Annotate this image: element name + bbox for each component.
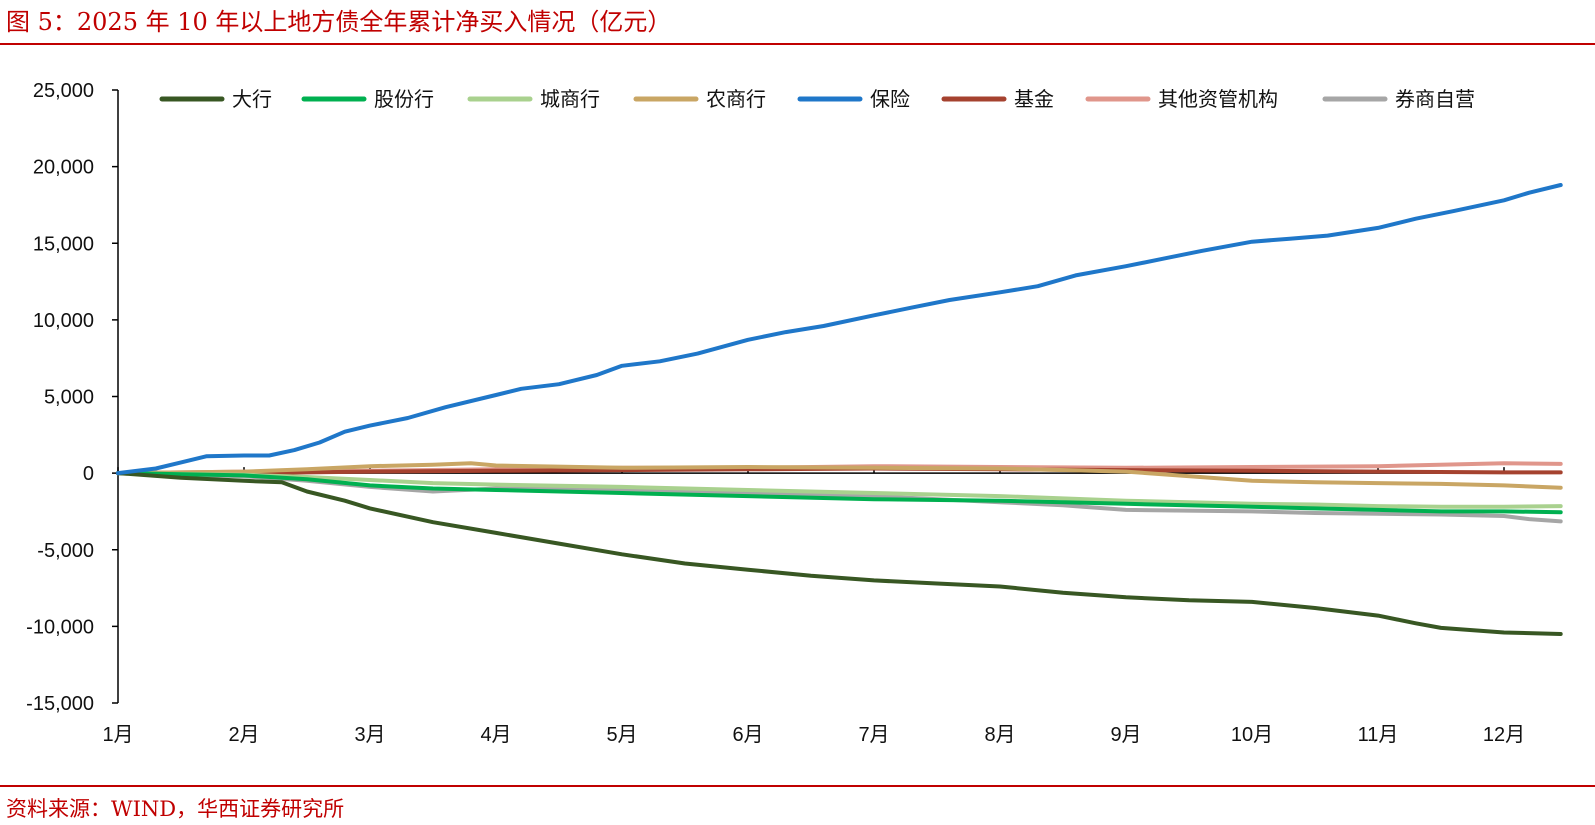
series-layer	[116, 183, 1563, 636]
series-line	[116, 183, 1563, 476]
series-line	[116, 471, 1563, 509]
legend-label: 农商行	[706, 87, 766, 111]
chart-axes: 25,000 20,000 15,000 10,000 5,000 0 -5,000 -10,…	[26, 80, 1540, 746]
x-tick-label: 10月	[1231, 724, 1273, 746]
line-chart: 25,000 20,000 15,000 10,000 5,000 0 -5,000 -10,…	[26, 80, 1563, 746]
series-line	[116, 461, 1563, 490]
x-tick-label: 3月	[354, 724, 385, 746]
x-tick-label: 1月	[102, 724, 133, 746]
x-tick-label: 5月	[606, 724, 637, 746]
legend-label: 股份行	[374, 87, 434, 111]
footer-divider	[0, 785, 1595, 787]
y-tick-label: 20,000	[33, 157, 94, 179]
title-divider	[0, 43, 1595, 45]
y-tick-label: -15,000	[26, 693, 94, 715]
chart-legend: 大行 股份行 城商行 农商行 保险 基金 其他资管机构 券商自营	[159, 87, 1475, 111]
y-tick-label: 25,000	[33, 80, 94, 102]
x-tick-label: 8月	[984, 724, 1015, 746]
series-line	[116, 471, 1563, 636]
y-tick-label: 10,000	[33, 310, 94, 332]
x-tick-label: 4月	[480, 724, 511, 746]
chart-title: 图 5：2025 年 10 年以上地方债全年累计净买入情况（亿元）	[6, 8, 672, 36]
x-tick-label: 11月	[1358, 724, 1399, 746]
x-tick-label: 6月	[732, 724, 763, 746]
series-line	[116, 471, 1563, 515]
y-tick-label: 5,000	[44, 387, 94, 409]
y-tick-label: -5,000	[37, 540, 94, 562]
x-tick-label: 12月	[1483, 724, 1525, 746]
legend-label: 城商行	[540, 87, 600, 111]
x-tick-label: 9月	[1110, 724, 1141, 746]
legend-label: 大行	[232, 87, 272, 111]
x-tick-label: 7月	[858, 724, 889, 746]
y-tick-label: 0	[83, 463, 94, 485]
legend-label: 保险	[870, 87, 910, 111]
y-tick-label: 15,000	[33, 233, 94, 255]
legend-label: 基金	[1014, 87, 1054, 111]
source-note: 资料来源：WIND，华西证券研究所	[6, 797, 345, 821]
x-tick-label: 2月	[228, 724, 259, 746]
legend-label: 其他资管机构	[1158, 87, 1278, 111]
y-tick-label: -10,000	[26, 616, 94, 638]
legend-label: 券商自营	[1395, 87, 1475, 111]
